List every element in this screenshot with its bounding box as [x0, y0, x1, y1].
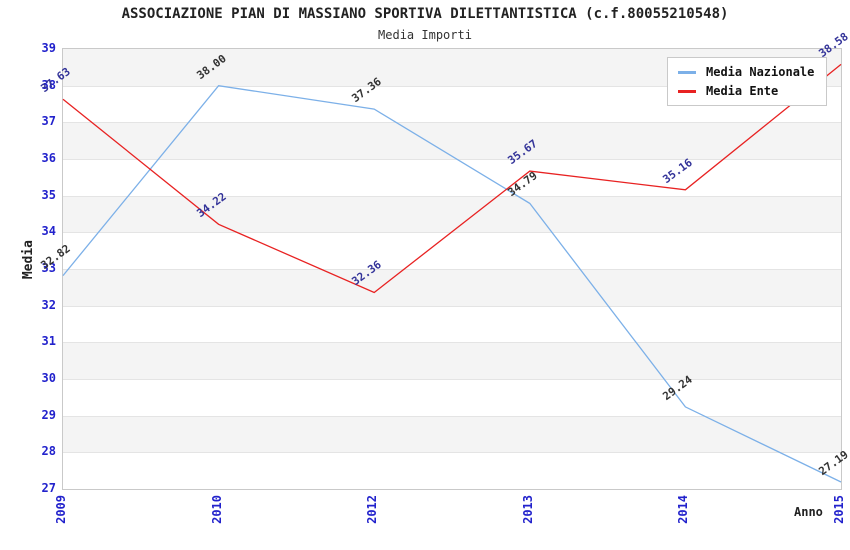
- grid-band: [63, 342, 841, 379]
- y-axis-tick-label: 37: [41, 114, 56, 129]
- series-line-media-ente: [62, 63, 842, 294]
- legend-item: Media Nazionale: [678, 65, 814, 79]
- x-axis-tick-label: 2015: [832, 495, 846, 524]
- x-axis-tick-label: 2013: [520, 495, 535, 524]
- page-title: ASSOCIAZIONE PIAN DI MASSIANO SPORTIVA D…: [121, 6, 729, 22]
- chart-plot-area: [62, 48, 842, 490]
- grid-band: [63, 159, 841, 196]
- grid-band: [63, 305, 841, 343]
- gridline: [63, 415, 841, 417]
- y-axis-tick-label: 31: [41, 334, 56, 349]
- series-lines: [62, 63, 842, 483]
- x-axis-tick-label: 2010: [209, 495, 224, 524]
- y-axis-tick-label: 29: [41, 407, 56, 422]
- y-axis-tick-label: 30: [41, 371, 56, 385]
- grid-band: [63, 415, 841, 453]
- y-axis-tick-label: 36: [41, 151, 56, 165]
- y-axis-tick-label: 28: [41, 444, 56, 459]
- legend: Media Nazionale Media Ente: [667, 57, 828, 106]
- gridline: [63, 269, 841, 270]
- y-axis-tick-label: 32: [41, 297, 56, 312]
- series-line-media-nazionale: [62, 85, 842, 483]
- page-subtitle: Media Importi: [378, 28, 472, 42]
- y-axis-title: Media: [21, 240, 36, 280]
- gridline: [63, 122, 841, 124]
- y-axis-tick-label: 39: [41, 41, 56, 55]
- grid-band: [63, 195, 841, 233]
- y-axis-tick-label: 27: [41, 481, 56, 495]
- legend-item: Media Ente: [678, 84, 814, 98]
- grid-band: [63, 269, 841, 306]
- grid-band: [63, 232, 841, 269]
- gridline: [63, 452, 841, 454]
- gridline: [63, 85, 841, 87]
- grid-band: [63, 452, 841, 489]
- x-axis-tick-label: 2014: [676, 495, 691, 524]
- gridline: [63, 159, 841, 160]
- legend-item-label: Media Ente: [706, 84, 779, 98]
- legend-swatch-icon: [678, 89, 696, 93]
- gridline: [63, 232, 841, 234]
- grid-band: [63, 122, 841, 159]
- legend-item-label: Media Nazionale: [706, 65, 815, 79]
- y-axis-tick-label: 35: [41, 187, 56, 202]
- gridline: [63, 195, 841, 197]
- x-axis-tick-label: 2012: [365, 495, 380, 524]
- gridline: [63, 305, 841, 307]
- legend-swatch-icon: [678, 70, 696, 74]
- x-axis-title: Anno: [794, 505, 823, 519]
- y-axis-tick-label: 38: [41, 77, 56, 92]
- y-axis-tick-label: 33: [41, 261, 56, 275]
- y-axis-tick-label: 34: [41, 224, 56, 239]
- x-axis-tick-label: 2009: [54, 495, 68, 524]
- gridline: [63, 342, 841, 344]
- grid-band: [63, 379, 841, 416]
- gridline: [63, 379, 841, 380]
